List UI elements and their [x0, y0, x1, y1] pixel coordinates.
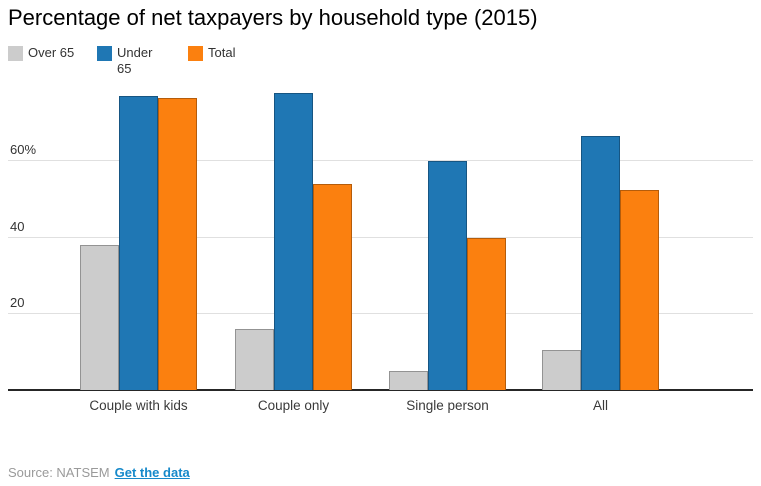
x-axis-label: Couple only	[257, 398, 330, 413]
get-the-data-link[interactable]: Get the data	[114, 465, 190, 480]
y-tick-label: 60%	[10, 142, 37, 158]
legend-item: Over 65	[8, 45, 74, 61]
x-axis-label: All	[592, 398, 609, 413]
x-axis-label: Couple with kids	[89, 398, 188, 413]
gridline	[8, 160, 753, 162]
x-axis-line	[8, 389, 753, 391]
chart-title: Percentage of net taxpayers by household…	[8, 5, 538, 30]
bar	[119, 96, 158, 390]
bar	[467, 237, 506, 390]
legend-swatch-icon	[97, 46, 112, 61]
bar	[389, 370, 428, 390]
source-line: Source: NATSEM Get the data	[8, 465, 190, 480]
y-tick-label: 20	[10, 294, 25, 310]
y-tick-label: 40	[10, 218, 25, 234]
bar	[620, 189, 659, 390]
legend-label: Over 65	[28, 45, 75, 60]
bar	[158, 98, 197, 390]
legend-label: Under 65	[117, 45, 153, 76]
bar	[235, 329, 274, 390]
x-axis-labels: Couple with kids Couple only Single person…	[8, 398, 753, 418]
plot-area: 20 40 60%	[8, 85, 753, 391]
legend-swatch-icon	[188, 46, 203, 61]
legend-item: Total	[188, 45, 235, 61]
gridline	[8, 236, 753, 238]
legend: Over 65 Under 65 Total	[0, 45, 761, 85]
bar	[274, 92, 313, 390]
bar	[428, 161, 467, 390]
legend-label: Total	[208, 45, 236, 60]
x-axis-label: Single person	[406, 398, 489, 413]
bar	[581, 136, 620, 390]
legend-swatch-icon	[8, 46, 23, 61]
legend-item: Under 65	[97, 45, 159, 77]
bar	[80, 245, 119, 390]
gridline	[8, 312, 753, 314]
bar	[542, 349, 581, 390]
source-text: Source: NATSEM	[8, 465, 110, 480]
bar	[313, 184, 352, 390]
